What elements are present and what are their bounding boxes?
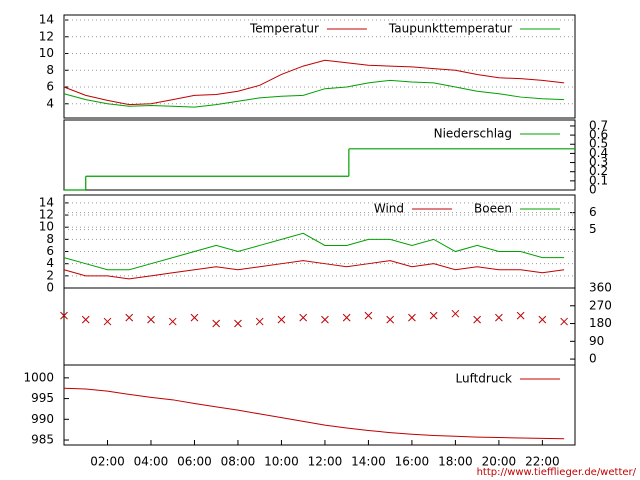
y2-tick-label: 270 (589, 298, 612, 312)
point (212, 319, 221, 328)
point (451, 309, 460, 318)
y-tick-label: 6 (46, 80, 54, 94)
y2-tick-label: 90 (589, 334, 604, 348)
y-tick-label: 10 (39, 46, 54, 60)
point (147, 315, 155, 324)
y2-tick-label: 0 (589, 352, 597, 366)
point (255, 317, 264, 326)
y2-tick-label: 0.1 (589, 173, 608, 187)
series-line (63, 260, 565, 280)
series-line (63, 232, 565, 271)
y2-tick-label: 0 (589, 183, 597, 197)
y2-tick-label: 0.3 (589, 155, 608, 169)
y2-tick-label: 360 (589, 281, 612, 295)
y2-tick-label: 0.6 (589, 128, 608, 142)
series-line (63, 387, 565, 440)
y-tick-label: 10 (39, 220, 54, 234)
y-tick-label: 0 (46, 281, 54, 295)
panel-frame (63, 119, 576, 191)
legend-label: Wind (374, 202, 404, 216)
x-tick-label: 08:00 (221, 455, 256, 469)
x-tick-label: 18:00 (438, 455, 473, 469)
point (190, 313, 199, 322)
point (516, 311, 525, 320)
y2-tick-label: 0.7 (589, 118, 608, 132)
point (277, 315, 286, 324)
point (125, 313, 134, 322)
y-tick-label: 8 (46, 63, 54, 77)
y2-tick-label: 0.2 (589, 164, 608, 178)
point (408, 313, 416, 322)
y-tick-label: 1000 (23, 370, 54, 384)
point (342, 313, 351, 322)
y-tick-label: 4 (46, 256, 54, 270)
x-tick-label: 10:00 (264, 455, 299, 469)
x-tick-label: 20:00 (482, 455, 517, 469)
point (495, 313, 503, 322)
x-tick-label: 06:00 (177, 455, 212, 469)
y-tick-label: 6 (46, 244, 54, 258)
panel-frame (63, 14, 576, 119)
y2-tick-label: 0.4 (589, 146, 608, 160)
x-tick-label: 02:00 (90, 455, 125, 469)
point (60, 311, 68, 320)
y-tick-label: 2 (46, 268, 54, 282)
y-tick-label: 990 (31, 412, 54, 426)
point (429, 311, 438, 320)
series-line (63, 79, 565, 108)
source-link[interactable]: http://www.tiefflieger.de/wetter/ (477, 467, 637, 478)
y-tick-label: 4 (46, 96, 54, 110)
y-tick-label: 985 (31, 433, 54, 447)
point (321, 315, 329, 324)
y2-tick-label: 180 (589, 316, 612, 330)
panel-frame (63, 364, 576, 446)
series-line (63, 59, 565, 106)
y-tick-label: 14 (39, 195, 54, 209)
point (560, 317, 568, 326)
point (473, 315, 482, 324)
legend-label: Taupunkttemperatur (388, 22, 512, 36)
y-tick-label: 12 (39, 29, 54, 43)
legend-label: Niederschlag (434, 127, 512, 141)
point (103, 317, 112, 326)
y2-tick-label: 6 (589, 205, 597, 219)
x-tick-label: 14:00 (351, 455, 386, 469)
legend-label: Luftdruck (455, 372, 512, 386)
panel-frame (63, 287, 576, 366)
point (234, 319, 242, 328)
y-tick-label: 14 (39, 13, 54, 27)
y-tick-label: 12 (39, 208, 54, 222)
point (364, 311, 373, 320)
point (299, 313, 308, 322)
y-tick-label: 8 (46, 232, 54, 246)
legend-label: Boeen (474, 202, 512, 216)
point (386, 315, 395, 324)
x-tick-label: 16:00 (395, 455, 430, 469)
y-tick-label: 995 (31, 391, 54, 405)
y2-tick-label: 5 (589, 222, 597, 236)
point (168, 317, 177, 326)
legend-label: Temperatur (249, 22, 319, 36)
x-tick-label: 12:00 (308, 455, 343, 469)
x-tick-label: 22:00 (525, 455, 560, 469)
x-tick-label: 04:00 (134, 455, 169, 469)
point (538, 315, 547, 324)
point (81, 315, 90, 324)
y2-tick-label: 0.5 (589, 137, 608, 151)
